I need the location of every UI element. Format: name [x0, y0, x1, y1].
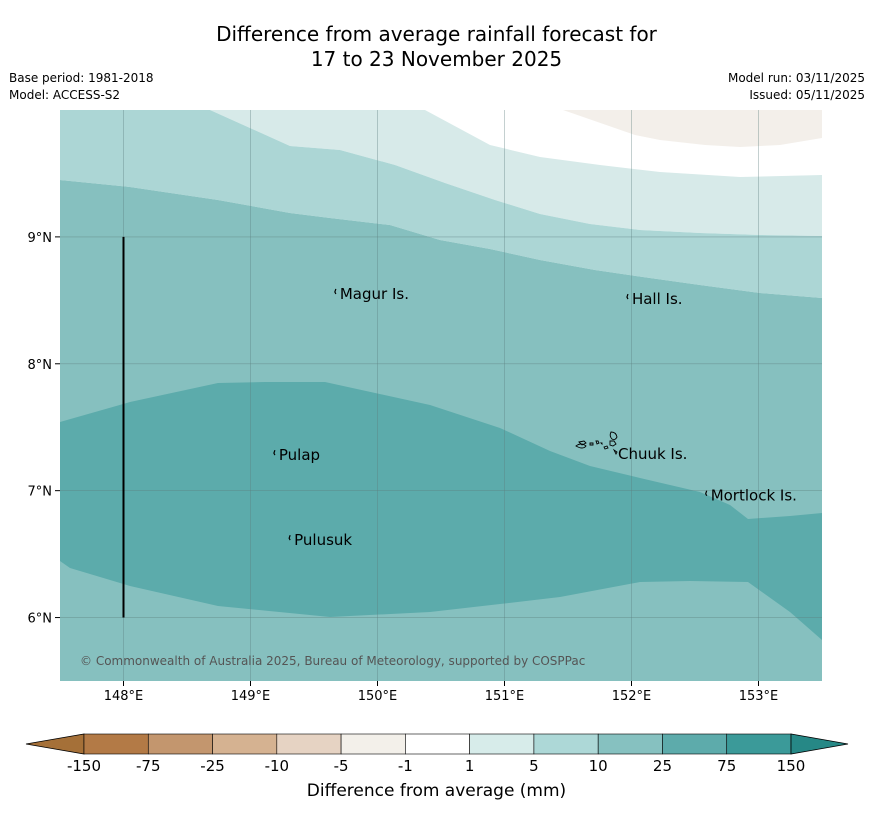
base-period-text: Base period: 1981-2018	[9, 71, 154, 85]
island-marker	[273, 449, 276, 456]
island-marker	[334, 288, 337, 295]
place-label: Hall Is.	[632, 290, 683, 308]
colorbar-tick-label: 25	[653, 757, 672, 775]
lon-tick-label: 152°E	[612, 689, 652, 704]
place-label: Magur Is.	[340, 285, 409, 303]
colorbar-tick-label: 10	[589, 757, 608, 775]
colorbar-segment	[662, 733, 728, 755]
place-label: Chuuk Is.	[618, 445, 687, 463]
colorbar-segment	[340, 733, 406, 755]
lon-tick-label: 148°E	[104, 689, 144, 704]
place-labels: Magur Is. Hall Is. Pulap Chuuk Is. Mortlock …	[273, 285, 797, 549]
model-text: Model: ACCESS-S2	[9, 88, 121, 102]
colorbar-tick-label: 75	[717, 757, 736, 775]
colorbar-tick-label: -150	[67, 757, 101, 775]
colorbar-title: Difference from average (mm)	[306, 781, 567, 801]
colorbar-extend-low	[25, 733, 85, 755]
lon-tick-label: 151°E	[485, 689, 525, 704]
lon-tick-label: 150°E	[358, 689, 398, 704]
colorbar-tick-label: 5	[529, 757, 539, 775]
colorbar-segment	[597, 733, 663, 755]
colorbar-segment	[533, 733, 599, 755]
colorbar-tick-label: -10	[265, 757, 290, 775]
lon-tick-label: 153°E	[739, 689, 779, 704]
lon-tick-label: 149°E	[231, 689, 271, 704]
contour-band-neg1-to-1	[563, 110, 822, 147]
lat-tick-label: 7°N	[28, 485, 53, 500]
place-label: Mortlock Is.	[711, 487, 797, 505]
colorbar-tick-label: -25	[200, 757, 225, 775]
contour-layer	[60, 110, 822, 681]
colorbar-segment	[469, 733, 535, 755]
copyright-text: © Commonwealth of Australia 2025, Bureau…	[80, 654, 585, 668]
map-title: Difference from average rainfall forecas…	[0, 22, 873, 72]
colorbar-extend-high	[790, 733, 849, 755]
colorbar-segment	[276, 733, 342, 755]
colorbar-tick-labels: -150 -75 -25 -10 -5 -1 1 5 10 25 75 150	[67, 757, 805, 775]
place-label: Pulap	[279, 446, 320, 464]
colorbar-tick-label: 1	[465, 757, 475, 775]
colorbar-segment	[83, 733, 149, 755]
lat-tick-label: 8°N	[28, 358, 53, 373]
meta-left: Base period: 1981-2018 Model: ACCESS-S2	[9, 70, 154, 104]
island-marker	[288, 534, 291, 541]
colorbar	[25, 733, 849, 755]
issued-text: Issued: 05/11/2025	[749, 88, 865, 102]
lat-tick-label: 6°N	[28, 612, 53, 627]
colorbar-tick-label: 150	[777, 757, 806, 775]
colorbar-segment	[212, 733, 278, 755]
meta-right: Model run: 03/11/2025 Issued: 05/11/2025	[728, 70, 865, 104]
contour-band-1-to-5-mm	[210, 110, 822, 236]
island-marker	[705, 490, 708, 497]
colorbar-tick-label: -5	[334, 757, 349, 775]
colorbar-tick-label: -1	[398, 757, 413, 775]
lat-tick-label: 9°N	[28, 231, 53, 246]
colorbar-tick-label: -75	[136, 757, 161, 775]
island-marker	[626, 293, 629, 300]
map-title-line-2: 17 to 23 November 2025	[310, 47, 563, 71]
colorbar-segment	[147, 733, 213, 755]
colorbar-segment	[405, 733, 470, 755]
chuuk-atoll-outline	[575, 431, 618, 456]
map-title-line-1: Difference from average rainfall forecas…	[216, 22, 657, 46]
place-label: Pulusuk	[294, 531, 352, 549]
axis-labels: 9°N 8°N 7°N 6°N 148°E 149°E 150°E 151°E 152°E 153…	[28, 231, 779, 704]
model-run-text: Model run: 03/11/2025	[727, 71, 865, 85]
colorbar-segment	[726, 733, 792, 755]
